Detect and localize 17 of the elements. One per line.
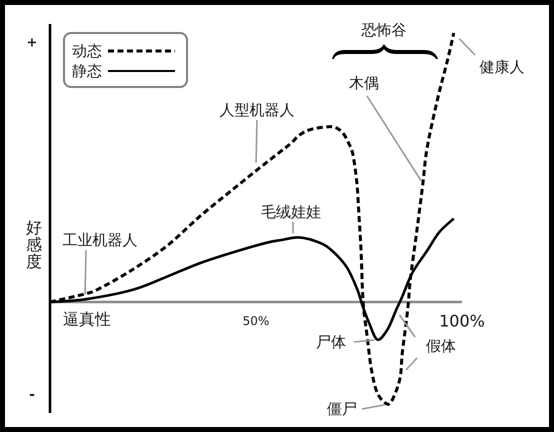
- annotation: 恐怖谷: [360, 21, 406, 39]
- legend-label: 静态: [72, 62, 102, 80]
- annotation: 工业机器人: [62, 231, 138, 249]
- annotation: 尸体: [316, 333, 346, 351]
- text: -: [29, 387, 36, 403]
- annotation: 僵尸: [327, 400, 357, 418]
- x-axis-title: 逼真性: [63, 310, 111, 328]
- annotation: 毛绒娃娃: [261, 203, 321, 221]
- legend-label: 动态: [72, 42, 102, 60]
- x-tick-label: 50%: [242, 314, 270, 328]
- annotation: 人型机器人: [220, 101, 294, 119]
- text: +: [26, 36, 38, 50]
- annotation: 健康人: [480, 58, 524, 76]
- annotation: 假体: [426, 337, 456, 355]
- annotation: 木偶: [349, 74, 379, 92]
- y-axis-title: 好感度: [26, 218, 42, 270]
- x-tick-label: 100%: [439, 312, 485, 330]
